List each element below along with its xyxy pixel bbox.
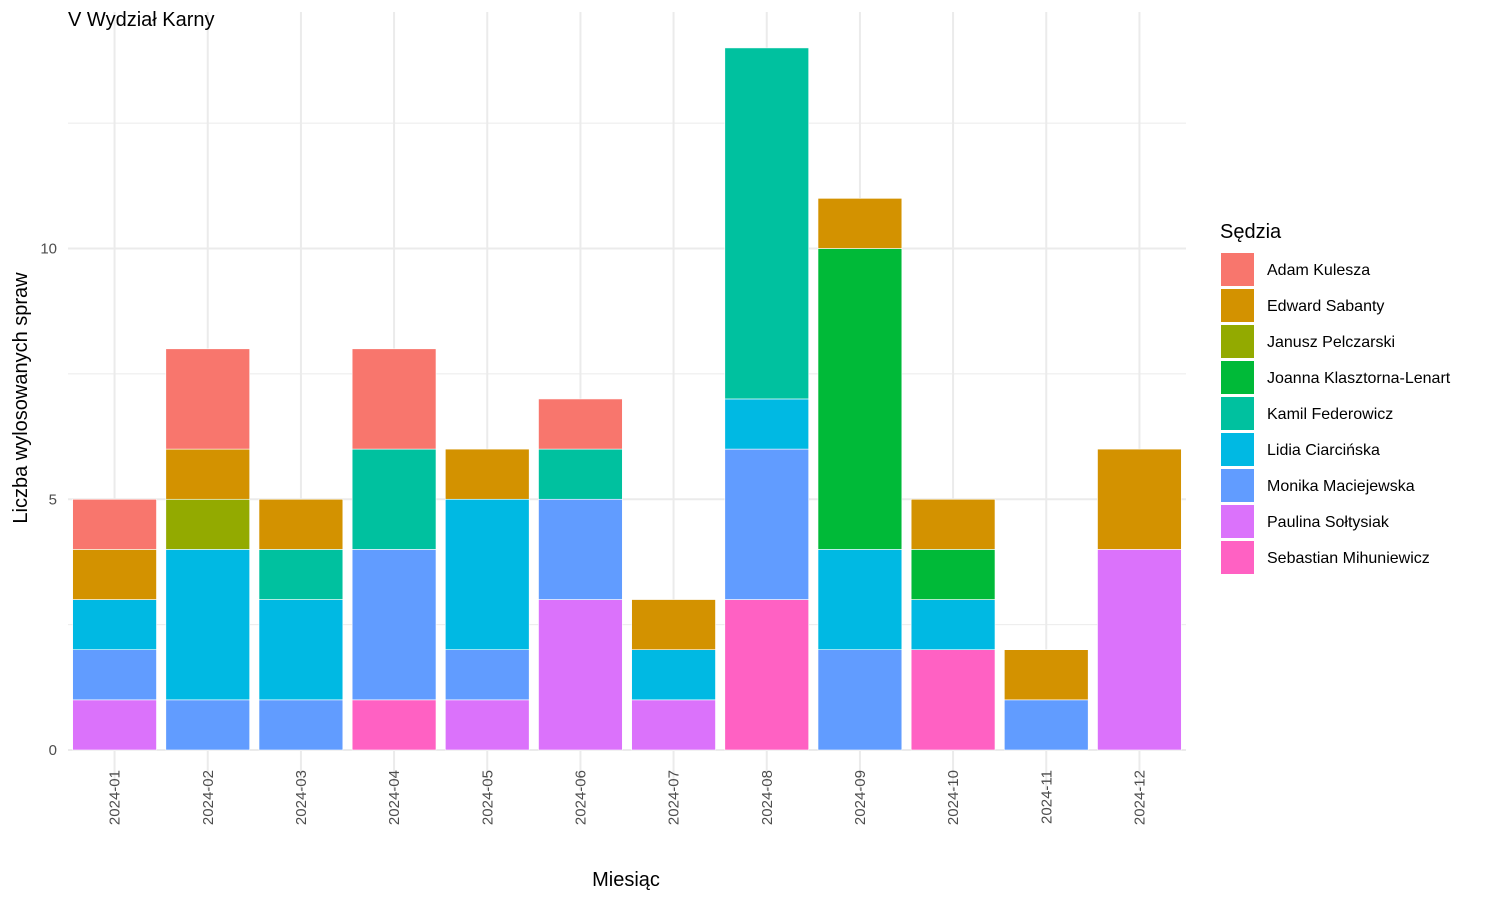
bar-segment	[817, 248, 903, 550]
bar-segment	[165, 498, 250, 550]
bar-segment	[724, 47, 809, 400]
bar-segment	[538, 498, 623, 600]
x-tick-label: 2024-04	[386, 770, 403, 825]
bar-segment	[1097, 549, 1182, 751]
x-tick-label: 2024-08	[759, 770, 776, 825]
bar-segment	[351, 699, 437, 751]
bar-segment	[258, 498, 344, 550]
x-tick-label: 2024-07	[666, 770, 683, 825]
bar-segment	[351, 348, 437, 450]
bar-segment	[538, 448, 623, 500]
x-tick-label: 2024-02	[200, 770, 217, 825]
x-tick-label: 2024-11	[1038, 770, 1055, 824]
x-tick-label: 2024-10	[945, 770, 962, 825]
x-axis-title: Miesiąc	[592, 869, 660, 891]
bars	[72, 47, 1182, 751]
legend-key	[1221, 253, 1254, 286]
bar-segment	[1097, 448, 1182, 550]
bar-segment	[445, 699, 530, 751]
bar-segment	[910, 599, 996, 650]
legend-key	[1221, 397, 1254, 430]
legend-label: Monika Maciejewska	[1267, 478, 1415, 495]
bar-segment	[817, 198, 903, 249]
chart-title: V Wydział Karny	[68, 9, 215, 31]
bar-segment	[538, 398, 623, 450]
y-tick-label: 5	[49, 491, 57, 508]
legend-label: Joanna Klasztorna-Lenart	[1267, 370, 1451, 387]
bar-segment	[351, 448, 437, 550]
legend-label: Edward Sabanty	[1267, 298, 1384, 315]
grid	[68, 12, 1186, 790]
legend-label: Kamil Federowicz	[1267, 406, 1393, 423]
bar-segment	[165, 699, 250, 751]
bar-segment	[72, 649, 157, 701]
legend-label: Sebastian Mihuniewicz	[1267, 550, 1430, 567]
x-tick-label: 2024-09	[852, 770, 869, 825]
y-tick-label: 0	[49, 742, 57, 759]
bar-segment	[258, 549, 344, 600]
bar-segment	[724, 448, 809, 600]
x-tick-label: 2024-06	[572, 770, 589, 825]
bar-segment	[724, 398, 809, 450]
bar-segment	[72, 498, 157, 550]
legend-key	[1221, 325, 1254, 358]
bar-segment	[258, 599, 344, 701]
legend: Adam Kulesza Edward Sabanty Janusz Pelczar…	[1221, 253, 1451, 574]
legend-key	[1221, 433, 1254, 466]
bar-segment	[631, 649, 716, 701]
y-axis-title: Liczba wylosowanych spraw	[10, 272, 32, 524]
bar-segment	[1004, 699, 1089, 751]
x-tick-label: 2024-12	[1131, 770, 1148, 825]
bar-segment	[817, 649, 903, 751]
bar-segment	[445, 498, 530, 650]
x-axis-ticks: 2024-01 2024-02 2024-03 2024-04 2024-05 2024-…	[107, 770, 1149, 825]
bar-segment	[165, 549, 250, 701]
legend-label: Lidia Ciarcińska	[1267, 442, 1380, 459]
x-tick-label: 2024-03	[293, 770, 310, 825]
bar-segment	[72, 699, 157, 751]
bar-segment	[1004, 649, 1089, 701]
legend-label: Janusz Pelczarski	[1267, 334, 1395, 351]
bar-segment	[631, 599, 716, 650]
bar-segment	[631, 699, 716, 751]
bar-segment	[817, 549, 903, 651]
y-axis-ticks: 0 5 10	[40, 241, 57, 760]
legend-key	[1221, 361, 1254, 394]
legend-key	[1221, 505, 1254, 538]
x-tick-label: 2024-05	[479, 770, 496, 825]
bar-segment	[72, 549, 157, 600]
bar-segment	[351, 549, 437, 701]
legend-key	[1221, 469, 1254, 502]
x-tick-label: 2024-01	[107, 770, 124, 825]
bar-segment	[165, 448, 250, 500]
bar-segment	[258, 699, 344, 751]
y-tick-label: 10	[40, 241, 57, 258]
bar-segment	[72, 599, 157, 650]
legend-title: Sędzia	[1220, 221, 1282, 243]
bar-segment	[910, 649, 996, 751]
bar-segment	[910, 498, 996, 550]
bar-segment	[910, 549, 996, 600]
legend-key	[1221, 289, 1254, 322]
bar-segment	[445, 448, 530, 500]
bar-segment	[165, 348, 250, 450]
legend-label: Paulina Sołtysiak	[1267, 514, 1390, 531]
legend-key	[1221, 541, 1254, 574]
legend-label: Adam Kulesza	[1267, 262, 1370, 279]
bar-segment	[724, 599, 809, 751]
bar-segment	[538, 599, 623, 751]
bar-segment	[445, 649, 530, 701]
